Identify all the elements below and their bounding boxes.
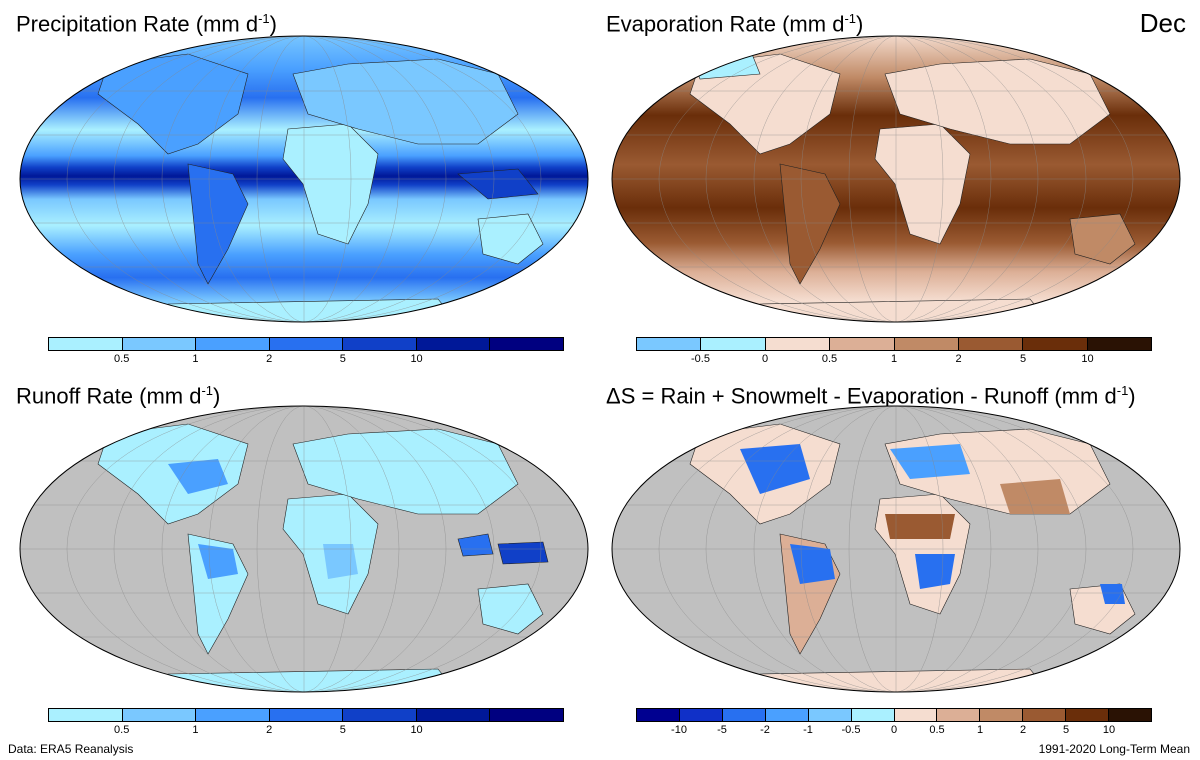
colorbar-segment bbox=[49, 709, 123, 721]
evaporation-colorbar-ticks: -0.5 0 0.5 1 2 5 10 bbox=[636, 353, 1152, 367]
evaporation-map bbox=[611, 35, 1181, 323]
colorbar-segment bbox=[830, 338, 895, 350]
runoff-colorbar bbox=[48, 708, 564, 722]
storage-change-map bbox=[611, 405, 1181, 693]
colorbar-tick-label: 5 bbox=[1062, 724, 1070, 736]
colorbar-segment bbox=[808, 709, 852, 721]
colorbar-segment bbox=[637, 709, 680, 721]
colorbar-tick-label: 0.5 bbox=[114, 353, 130, 365]
storage-change-colorbar-ticks: -10 -5 -2 -1 -0.5 0 0.5 1 2 5 10 bbox=[636, 724, 1152, 738]
colorbar-tick-label: 2 bbox=[955, 353, 962, 365]
colorbar-segment bbox=[269, 338, 344, 350]
colorbar-tick-label: 2 bbox=[1019, 724, 1027, 736]
colorbar-tick-label: -2 bbox=[760, 724, 770, 736]
colorbar-segment bbox=[1066, 709, 1110, 721]
colorbar-tick-label: -0.5 bbox=[691, 353, 710, 365]
colorbar-tick-label: 10 bbox=[1081, 353, 1094, 365]
colorbar-segment bbox=[49, 338, 123, 350]
colorbar-tick-label: -1 bbox=[803, 724, 813, 736]
colorbar-segment bbox=[416, 338, 491, 350]
colorbar-segment bbox=[1109, 709, 1152, 721]
colorbar-tick-label: 1 bbox=[890, 353, 898, 365]
colorbar-segment bbox=[894, 338, 959, 350]
precipitation-map bbox=[19, 35, 589, 323]
runoff-title: Runoff Rate (mm d-1) bbox=[16, 383, 221, 409]
colorbar-segment bbox=[980, 709, 1024, 721]
colorbar-segment bbox=[894, 709, 938, 721]
colorbar-tick-label: 1 bbox=[192, 724, 199, 736]
colorbar-tick-label: 0.5 bbox=[929, 724, 945, 736]
data-source-note: Data: ERA5 Reanalysis bbox=[8, 742, 134, 756]
colorbar-segment bbox=[937, 709, 981, 721]
colorbar-segment bbox=[958, 338, 1024, 350]
colorbar-tick-label: 2 bbox=[266, 724, 273, 736]
colorbar-segment bbox=[490, 709, 564, 721]
storage-change-colorbar bbox=[636, 708, 1152, 722]
runoff-colorbar-ticks: 0.5 1 2 5 10 bbox=[48, 724, 564, 738]
colorbar-segment bbox=[851, 709, 895, 721]
precipitation-colorbar-ticks: 0.5 1 2 5 10 bbox=[48, 353, 564, 367]
colorbar-segment bbox=[122, 338, 197, 350]
precipitation-colorbar bbox=[48, 337, 564, 351]
colorbar-segment bbox=[196, 709, 270, 721]
colorbar-segment bbox=[679, 709, 723, 721]
colorbar-segment bbox=[701, 338, 766, 350]
colorbar-tick-label: 2 bbox=[266, 353, 273, 365]
runoff-map bbox=[19, 405, 589, 693]
colorbar-tick-label: 5 bbox=[339, 353, 346, 365]
colorbar-segment bbox=[196, 338, 270, 350]
colorbar-segment bbox=[343, 338, 417, 350]
colorbar-segment bbox=[637, 338, 702, 350]
colorbar-segment bbox=[269, 709, 344, 721]
colorbar-tick-label: 0.5 bbox=[821, 353, 838, 365]
colorbar-tick-label: 5 bbox=[339, 724, 346, 736]
colorbar-tick-label: 0 bbox=[890, 724, 898, 736]
colorbar-tick-label: 1 bbox=[976, 724, 984, 736]
colorbar-tick-label: -10 bbox=[671, 724, 687, 736]
evaporation-colorbar bbox=[636, 337, 1152, 351]
precipitation-title: Precipitation Rate (mm d-1) bbox=[16, 11, 277, 37]
colorbar-segment bbox=[765, 709, 809, 721]
colorbar-segment bbox=[722, 709, 766, 721]
colorbar-tick-label: 10 bbox=[1102, 724, 1116, 736]
colorbar-segment bbox=[1087, 338, 1151, 350]
colorbar-segment bbox=[765, 338, 831, 350]
colorbar-tick-label: 0 bbox=[761, 353, 769, 365]
colorbar-tick-label: 5 bbox=[1019, 353, 1027, 365]
storage-change-title: ΔS = Rain + Snowmelt - Evaporation - Run… bbox=[606, 383, 1136, 409]
colorbar-segment bbox=[1023, 709, 1067, 721]
colorbar-tick-label: 10 bbox=[410, 353, 423, 365]
colorbar-segment bbox=[343, 709, 417, 721]
colorbar-segment bbox=[1023, 338, 1088, 350]
evaporation-title: Evaporation Rate (mm d-1) bbox=[606, 11, 864, 37]
colorbar-tick-label: 10 bbox=[410, 724, 423, 736]
colorbar-tick-label: -5 bbox=[717, 724, 727, 736]
period-note: 1991-2020 Long-Term Mean bbox=[1038, 742, 1190, 756]
colorbar-tick-label: -0.5 bbox=[841, 724, 861, 736]
month-label: Dec bbox=[1139, 8, 1186, 38]
colorbar-tick-label: 0.5 bbox=[114, 724, 130, 736]
colorbar-segment bbox=[416, 709, 491, 721]
colorbar-segment bbox=[122, 709, 197, 721]
colorbar-tick-label: 1 bbox=[192, 353, 199, 365]
colorbar-segment bbox=[490, 338, 564, 350]
